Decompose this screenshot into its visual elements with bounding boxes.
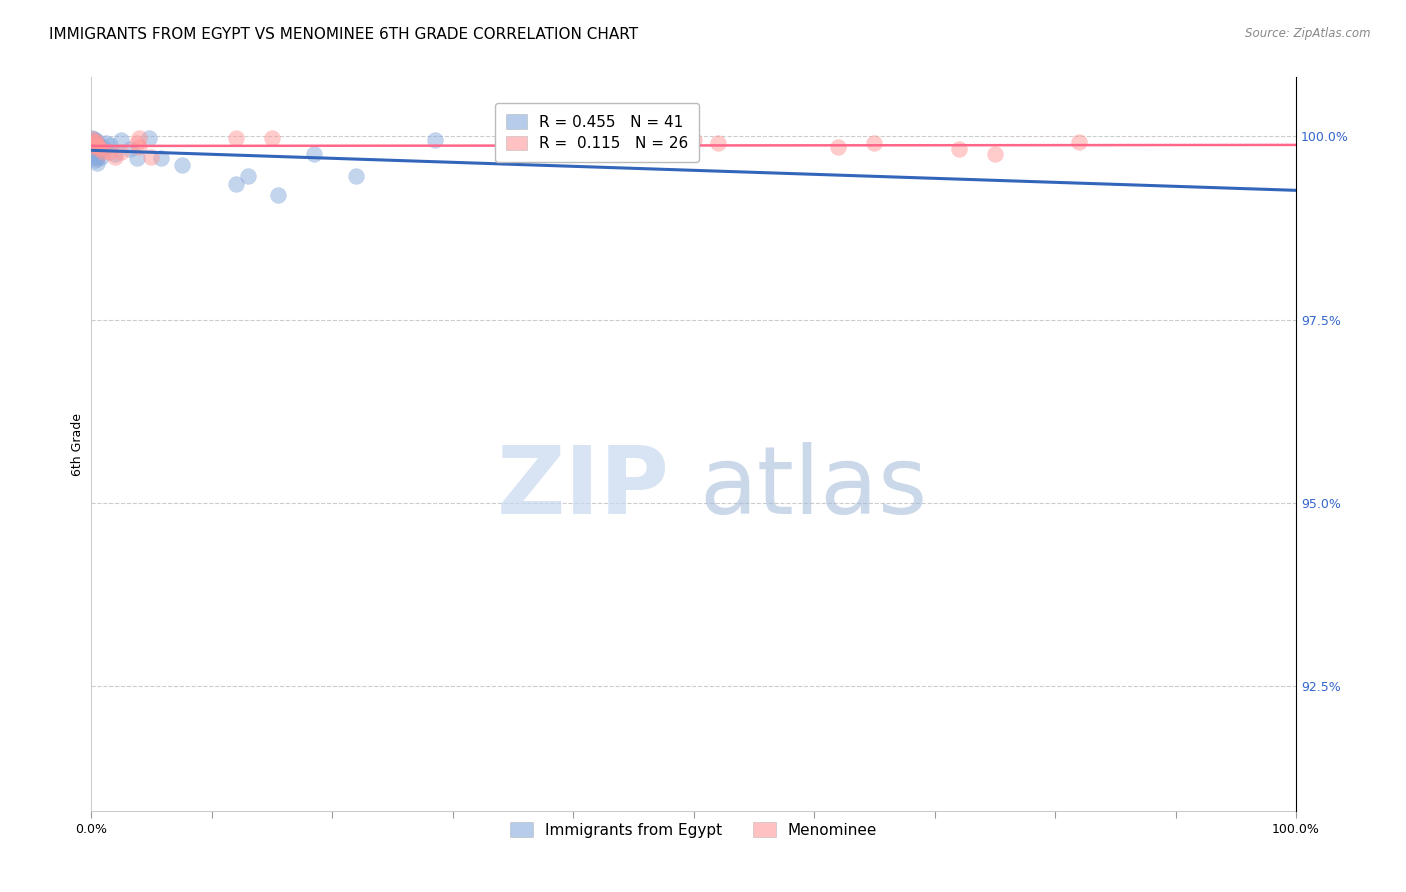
Point	[104, 147, 127, 161]
Point	[91, 145, 114, 160]
Point	[104, 150, 127, 164]
Point	[83, 145, 105, 160]
Point	[84, 145, 107, 160]
Point	[82, 132, 104, 146]
Point	[138, 130, 160, 145]
Text: atlas: atlas	[700, 442, 928, 534]
Point	[706, 136, 728, 151]
Point	[98, 145, 121, 160]
Point	[83, 136, 105, 151]
Y-axis label: 6th Grade: 6th Grade	[72, 413, 84, 475]
Point	[267, 187, 290, 202]
Point	[82, 137, 104, 152]
Point	[260, 130, 283, 145]
Point	[84, 135, 107, 149]
Point	[89, 140, 111, 154]
Point	[87, 147, 110, 161]
Point	[110, 145, 132, 160]
Point	[94, 136, 117, 151]
Point	[83, 144, 105, 158]
Point	[90, 142, 112, 156]
Point	[84, 147, 107, 161]
Point	[82, 147, 104, 161]
Point	[83, 134, 105, 148]
Point	[118, 142, 141, 156]
Point	[128, 130, 150, 145]
Point	[502, 133, 524, 147]
Point	[86, 134, 108, 148]
Point	[344, 169, 367, 184]
Point	[83, 140, 105, 154]
Point	[83, 142, 105, 156]
Point	[110, 133, 132, 147]
Point	[87, 140, 110, 154]
Text: IMMIGRANTS FROM EGYPT VS MENOMINEE 6TH GRADE CORRELATION CHART: IMMIGRANTS FROM EGYPT VS MENOMINEE 6TH G…	[49, 27, 638, 42]
Point	[83, 134, 105, 148]
Point	[170, 159, 193, 173]
Point	[86, 151, 108, 165]
Point	[225, 177, 247, 191]
Point	[948, 142, 970, 156]
Point	[84, 135, 107, 149]
Point	[863, 136, 886, 151]
Point	[225, 130, 247, 145]
Point	[83, 135, 105, 149]
Point	[125, 151, 148, 165]
Point	[82, 140, 104, 154]
Point	[82, 133, 104, 147]
Point	[87, 140, 110, 154]
Point	[141, 150, 163, 164]
Point	[84, 137, 107, 152]
Point	[1069, 135, 1091, 149]
Point	[150, 151, 173, 165]
Point	[682, 133, 704, 147]
Point	[423, 133, 446, 147]
Point	[86, 156, 108, 170]
Point	[83, 150, 105, 164]
Point	[302, 147, 325, 161]
Point	[100, 137, 122, 152]
Point	[86, 137, 108, 152]
Text: ZIP: ZIP	[496, 442, 669, 534]
Point	[82, 130, 104, 145]
Point	[83, 132, 105, 146]
Point	[236, 169, 259, 184]
Point	[125, 136, 148, 151]
Point	[83, 153, 105, 167]
Point	[984, 147, 1007, 161]
Point	[827, 140, 849, 154]
Point	[128, 140, 150, 154]
Point	[90, 150, 112, 164]
Legend: Immigrants from Egypt, Menominee: Immigrants from Egypt, Menominee	[503, 816, 883, 844]
Text: Source: ZipAtlas.com: Source: ZipAtlas.com	[1246, 27, 1371, 40]
Point	[91, 140, 114, 154]
Point	[502, 130, 524, 145]
